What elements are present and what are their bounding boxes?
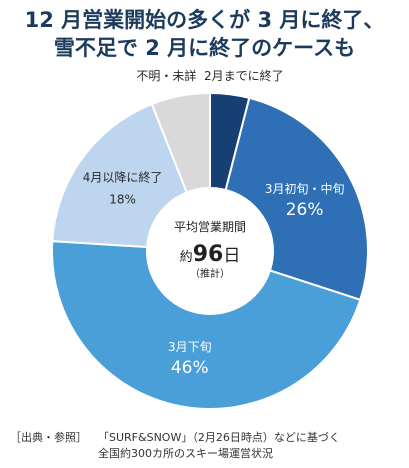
slice-category-label-2: 3月初旬・中旬 bbox=[265, 181, 345, 196]
pie-slice-3 bbox=[51, 240, 362, 410]
slice-category-label-1: 2月までに終了 bbox=[204, 68, 284, 83]
slice-category-label-3: 3月下旬 bbox=[168, 340, 212, 354]
donut-center bbox=[146, 187, 274, 315]
source-line-2: 全国約300カ所のスキー場運営状況 bbox=[98, 447, 273, 460]
source-line-1: 「SURF&SNOW」（2月26日時点）などに基づく bbox=[98, 431, 340, 444]
slice-value-label-2: 26% bbox=[286, 200, 324, 220]
slice-value-label-4: 18% bbox=[109, 193, 136, 207]
source-head: ［出典・参照］ bbox=[10, 431, 87, 444]
slice-value-label-3: 46% bbox=[171, 358, 209, 378]
chart-title-line-1: 12 月営業開始の多くが 3 月に終了、 bbox=[24, 8, 385, 32]
center-label: 平均営業期間 bbox=[174, 220, 246, 234]
slice-category-label-5: 不明・未詳 bbox=[136, 68, 196, 83]
center-note: （推計） bbox=[190, 267, 230, 280]
slice-category-label-4: 4月以降に終了 bbox=[83, 170, 163, 185]
chart-title-line-2: 雪不足で 2 月に終了のケースも bbox=[53, 36, 356, 60]
center-value: 約96日 bbox=[180, 242, 241, 267]
